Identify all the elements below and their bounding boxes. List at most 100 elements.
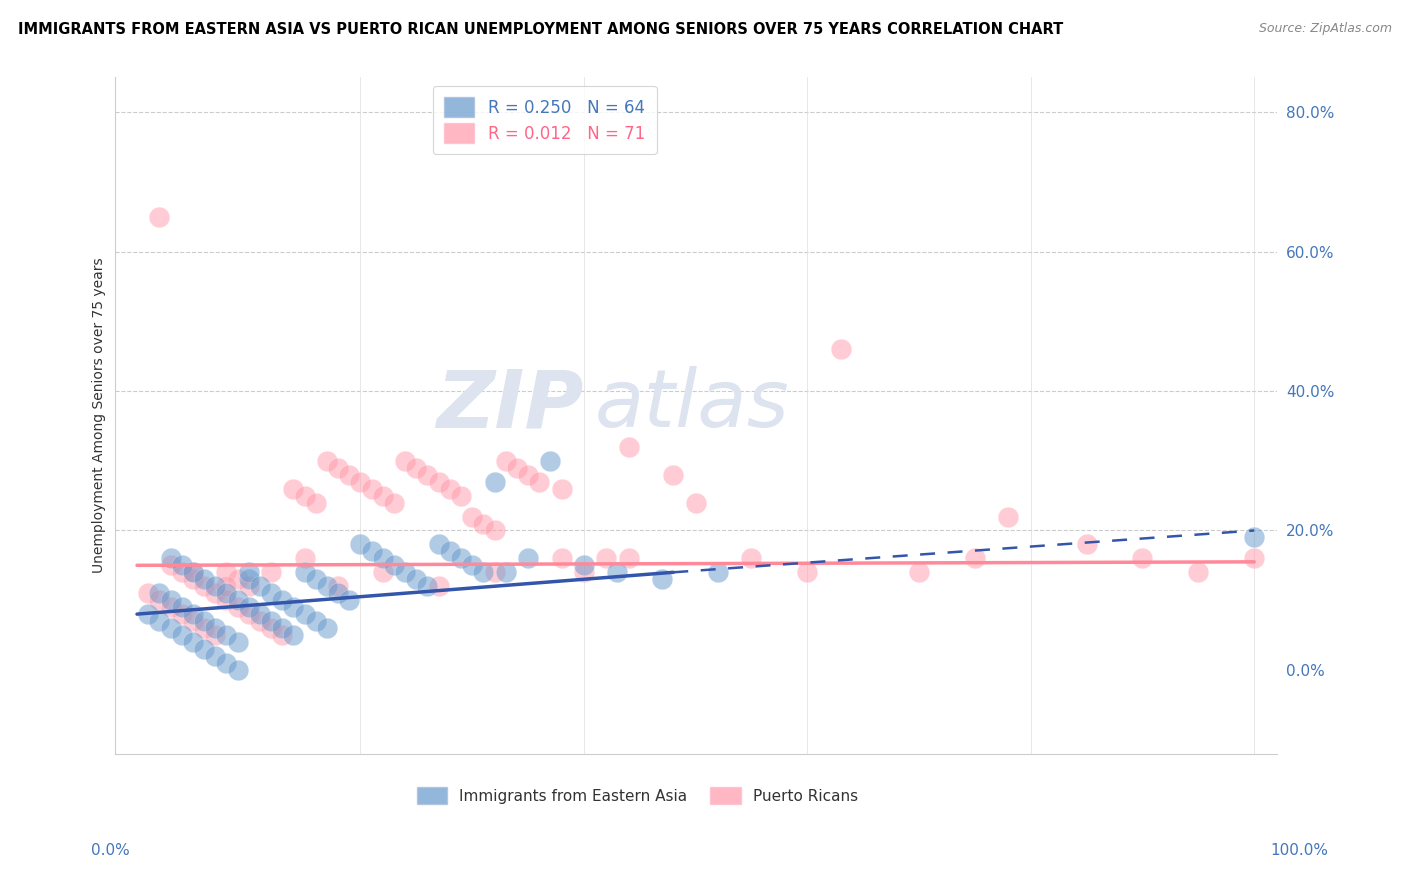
Point <box>238 566 260 580</box>
Point <box>170 558 193 573</box>
Point <box>193 642 215 657</box>
Point <box>294 551 316 566</box>
Point <box>796 566 818 580</box>
Point <box>1243 531 1265 545</box>
Point <box>495 454 517 468</box>
Point <box>215 656 238 670</box>
Point <box>170 600 193 615</box>
Point <box>204 586 226 600</box>
Point <box>963 551 986 566</box>
Text: IMMIGRANTS FROM EASTERN ASIA VS PUERTO RICAN UNEMPLOYMENT AMONG SENIORS OVER 75 : IMMIGRANTS FROM EASTERN ASIA VS PUERTO R… <box>18 22 1063 37</box>
Point <box>159 558 181 573</box>
Point <box>538 454 561 468</box>
Point <box>170 628 193 642</box>
Point <box>193 621 215 635</box>
Point <box>181 614 204 628</box>
Point <box>550 482 572 496</box>
Text: ZIP: ZIP <box>436 366 583 444</box>
Point <box>572 566 595 580</box>
Point <box>439 482 461 496</box>
Point <box>316 579 339 593</box>
Point <box>997 509 1019 524</box>
Point <box>484 566 506 580</box>
Point <box>215 579 238 593</box>
Point <box>238 579 260 593</box>
Point <box>181 566 204 580</box>
Point <box>617 440 640 454</box>
Point <box>337 467 360 482</box>
Point <box>572 558 595 573</box>
Point <box>908 566 931 580</box>
Point <box>326 579 349 593</box>
Point <box>181 572 204 586</box>
Point <box>427 537 450 551</box>
Point <box>294 489 316 503</box>
Point <box>495 566 517 580</box>
Point <box>271 621 294 635</box>
Point <box>427 475 450 489</box>
Point <box>226 572 249 586</box>
Point <box>517 467 540 482</box>
Point <box>260 621 283 635</box>
Point <box>439 544 461 558</box>
Text: atlas: atlas <box>595 366 790 444</box>
Point <box>249 614 271 628</box>
Point <box>595 551 617 566</box>
Point <box>283 600 305 615</box>
Point <box>159 551 181 566</box>
Point <box>382 558 405 573</box>
Point <box>159 621 181 635</box>
Point <box>294 607 316 621</box>
Point <box>226 600 249 615</box>
Point <box>484 475 506 489</box>
Point <box>170 566 193 580</box>
Point <box>371 551 394 566</box>
Point <box>360 482 382 496</box>
Point <box>651 572 673 586</box>
Point <box>159 593 181 607</box>
Point <box>450 551 472 566</box>
Point <box>830 343 852 357</box>
Point <box>506 460 529 475</box>
Point <box>193 579 215 593</box>
Point <box>405 460 427 475</box>
Point <box>461 558 484 573</box>
Point <box>484 524 506 538</box>
Point <box>371 566 394 580</box>
Point <box>283 628 305 642</box>
Point <box>181 635 204 649</box>
Point <box>416 467 439 482</box>
Point <box>249 579 271 593</box>
Point <box>707 566 730 580</box>
Text: Source: ZipAtlas.com: Source: ZipAtlas.com <box>1258 22 1392 36</box>
Point <box>740 551 762 566</box>
Point <box>148 210 170 224</box>
Point <box>360 544 382 558</box>
Text: 0.0%: 0.0% <box>91 843 131 858</box>
Point <box>337 593 360 607</box>
Point <box>215 628 238 642</box>
Point <box>215 566 238 580</box>
Point <box>662 467 685 482</box>
Point <box>148 614 170 628</box>
Point <box>204 579 226 593</box>
Y-axis label: Unemployment Among Seniors over 75 years: Unemployment Among Seniors over 75 years <box>93 258 107 574</box>
Point <box>316 621 339 635</box>
Point <box>685 495 707 509</box>
Point <box>461 509 484 524</box>
Text: 100.0%: 100.0% <box>1271 843 1329 858</box>
Point <box>472 566 495 580</box>
Point <box>394 454 416 468</box>
Legend: Immigrants from Eastern Asia, Puerto Ricans: Immigrants from Eastern Asia, Puerto Ric… <box>408 778 868 814</box>
Point <box>527 475 550 489</box>
Point <box>238 607 260 621</box>
Point <box>136 607 159 621</box>
Point <box>450 489 472 503</box>
Point <box>472 516 495 531</box>
Point <box>349 475 371 489</box>
Point <box>181 566 204 580</box>
Point <box>606 566 628 580</box>
Point <box>1187 566 1209 580</box>
Point <box>181 607 204 621</box>
Point <box>271 628 294 642</box>
